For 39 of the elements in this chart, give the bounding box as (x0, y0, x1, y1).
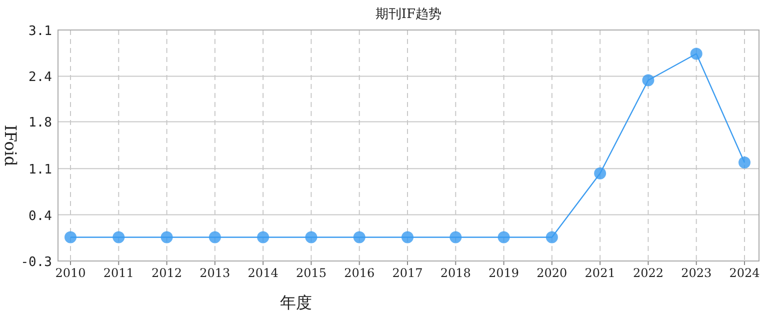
point (208, 231, 221, 244)
y-tick-label: 1.8 (28, 116, 52, 131)
y-tick-label: 3.1 (28, 24, 52, 39)
x-tick-label: 2015 (296, 266, 326, 280)
x-tick-label: 2021 (584, 266, 616, 280)
x-tick-label: 2013 (200, 266, 230, 280)
point (450, 231, 462, 244)
point (257, 231, 270, 244)
point (738, 156, 750, 168)
x-tick-label: 2019 (488, 266, 520, 280)
y-tick-label: 2.4 (28, 70, 52, 86)
x-tick-label: 2024 (729, 266, 760, 280)
y-tick-label: 0.4 (28, 208, 52, 224)
x-tick-label: 2010 (55, 266, 86, 280)
point (160, 231, 173, 244)
x-tick-label: 2012 (152, 266, 182, 280)
point (305, 231, 318, 244)
x-tick-label: 2020 (536, 266, 568, 280)
x-tick-label: 2014 (248, 266, 279, 280)
x-tick-label: 2022 (632, 266, 664, 280)
point (594, 167, 606, 180)
x-tick-label: 2023 (681, 266, 712, 280)
y-tick-label: 1.1 (28, 162, 52, 178)
y-axis-title: IFoid (1, 124, 20, 166)
x-axis-title: 年度 (280, 293, 312, 312)
point (112, 231, 125, 244)
x-tick-label: 2016 (344, 266, 375, 280)
point (402, 231, 414, 244)
x-tick-label: 2017 (392, 266, 423, 280)
chart-title: 期刊IF趋势 (375, 7, 442, 22)
x-tick-label: 2018 (440, 266, 471, 280)
point (64, 231, 76, 244)
point (642, 74, 654, 86)
point (353, 231, 366, 244)
x-tick-label: 2011 (103, 266, 134, 280)
point (546, 231, 558, 244)
y-tick-label: -0.3 (20, 255, 52, 270)
point (498, 231, 510, 244)
point (690, 48, 702, 60)
